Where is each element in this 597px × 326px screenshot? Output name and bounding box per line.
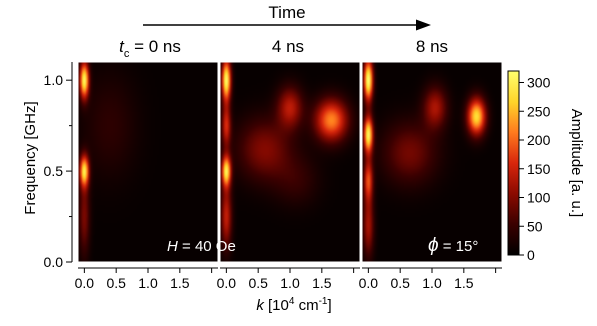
field-annotation: H = 40 Oe [167, 238, 236, 255]
x-axis-label-var: k [256, 297, 265, 314]
colorbar-tick-label: 200 [527, 132, 551, 148]
x-tick-label: 1.5 [454, 275, 474, 291]
x-axis-label-unit-sup: -1 [319, 296, 328, 307]
x-tick-label: 0.0 [359, 275, 379, 291]
heatmap-panel-frame-0 [77, 61, 219, 263]
x-axis-label-close: ] [328, 297, 332, 314]
time-label: Time [268, 3, 305, 22]
x-axis-label-sup: 4 [289, 296, 295, 307]
x-tick-label: 1.0 [138, 275, 158, 291]
panel-title-1: 4 ns [272, 37, 304, 56]
panel-title-2: 8 ns [416, 37, 448, 56]
angle-annotation: ϕ = 15° [428, 235, 478, 256]
field-annotation-var: H [167, 238, 178, 255]
y-tick-label: 0.5 [44, 163, 64, 179]
colorbar-tick-label: 100 [527, 190, 551, 206]
time-arrow-head [416, 19, 431, 31]
x-axis-label-text: [10 [264, 297, 289, 314]
field-annotation-rest: = 40 Oe [178, 238, 236, 255]
x-tick-label: 1.5 [170, 275, 190, 291]
heatmap-panel-frame-2 [361, 61, 503, 263]
colorbar [507, 70, 520, 256]
colorbar-label: Amplitude [a. u.] [568, 109, 585, 217]
x-tick-label: 1.0 [280, 275, 300, 291]
panel-title-0-sub: c [124, 48, 130, 60]
colorbar-tick-label: 0 [527, 247, 535, 263]
colorbar-tick-label: 250 [527, 103, 551, 119]
x-axis-label-unit: cm [294, 297, 318, 314]
panel-title-0-var: t [119, 37, 125, 56]
panel-title-0-rest: = 0 ns [129, 37, 181, 56]
x-tick-label: 0.0 [75, 275, 95, 291]
x-tick-label: 1.5 [312, 275, 332, 291]
heatmap-panels [77, 61, 503, 263]
x-tick-label: 0.5 [248, 275, 268, 291]
panel-title-0: tc = 0 ns [119, 37, 181, 60]
y-tick-label: 1.0 [44, 72, 64, 88]
colorbar-tick-label: 150 [527, 161, 551, 177]
x-tick-label: 1.0 [422, 275, 442, 291]
y-tick-label: 0.0 [44, 254, 64, 270]
heatmap-panel-frame-1 [219, 61, 361, 263]
heatmap-panel-0 [78, 62, 218, 262]
x-axis-label: k [104 cm-1] [256, 296, 331, 314]
x-tick-label: 0.5 [390, 275, 410, 291]
x-tick-label: 0.5 [106, 275, 126, 291]
x-axis: 0.0 0.5 1.0 1.5 0.0 0.5 1.0 1.5 0.0 0.5 1.0 1.5 [75, 267, 502, 291]
colorbar-ticks: 0 50 100 150 200 250 300 [519, 75, 551, 263]
y-axis-label: Frequency [GHz] [22, 101, 39, 214]
colorbar-tick-label: 50 [527, 218, 543, 234]
y-axis: 0.0 0.5 1.0 [44, 62, 73, 270]
angle-annotation-var: ϕ [428, 235, 439, 256]
colorbar-tick-label: 300 [527, 75, 551, 91]
x-tick-label: 0.0 [217, 275, 237, 291]
angle-annotation-rest: = 15° [439, 238, 479, 255]
heatmap-panel-2 [362, 62, 502, 262]
heatmap-panel-1 [220, 62, 360, 262]
